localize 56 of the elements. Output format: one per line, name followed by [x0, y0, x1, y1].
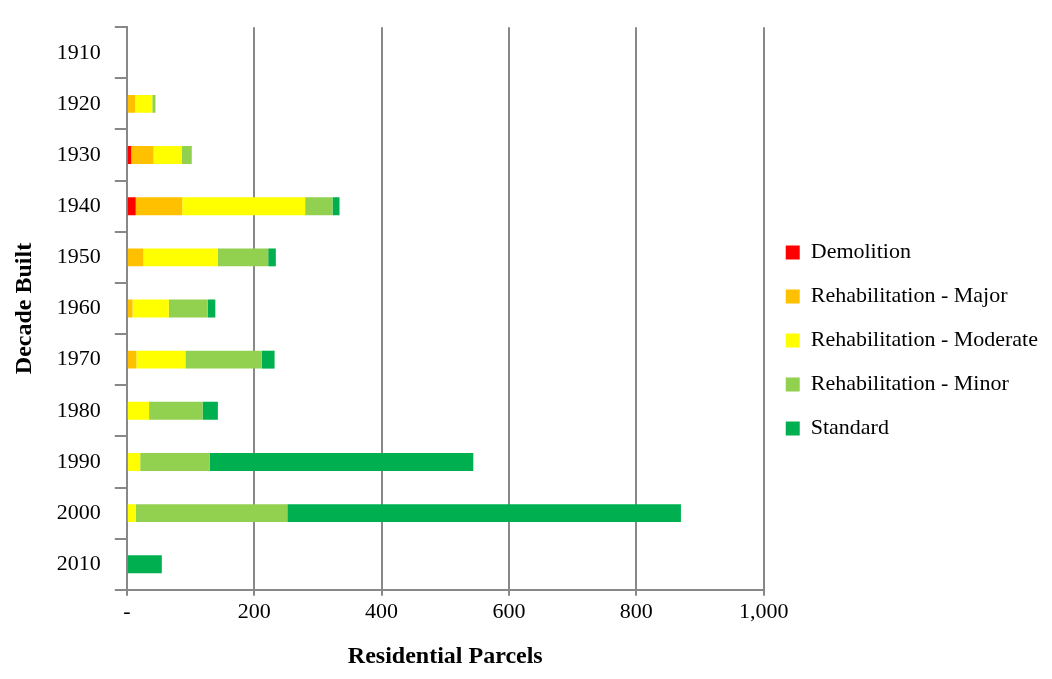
- bar: [127, 555, 162, 574]
- x-axis-title: Residential Parcels: [347, 641, 543, 668]
- legend-label: Rehabilitation - Moderate: [810, 326, 1038, 352]
- bar: [127, 248, 144, 267]
- y-tick-label: 1950: [56, 243, 101, 269]
- bar: [305, 197, 333, 216]
- bar: [135, 504, 288, 523]
- x-tick-label: 200: [237, 597, 271, 623]
- x-tick-label: -: [123, 597, 131, 623]
- y-tick-label: 2000: [56, 498, 101, 524]
- y-tick-label: 1920: [56, 89, 101, 115]
- bar: [168, 299, 208, 318]
- bar: [127, 299, 133, 318]
- bar: [152, 94, 156, 113]
- y-tick-label: 1930: [56, 140, 101, 166]
- bar: [181, 146, 192, 165]
- bar: [209, 452, 474, 471]
- y-tick-label: 1980: [56, 396, 101, 422]
- legend-label: Demolition: [810, 238, 911, 264]
- bar: [261, 350, 275, 369]
- bar: [149, 401, 203, 420]
- y-tick-label: 1970: [56, 345, 101, 371]
- bar: [135, 94, 153, 113]
- x-tick-label: 400: [365, 597, 399, 623]
- y-tick-label: 2010: [56, 550, 101, 576]
- legend-label: Rehabilitation - Major: [810, 282, 1009, 308]
- bar: [128, 452, 141, 471]
- bar: [127, 350, 137, 369]
- bar: [135, 197, 183, 216]
- bar: [131, 146, 154, 165]
- bar: [136, 350, 186, 369]
- bar: [127, 197, 136, 216]
- bar: [217, 248, 269, 267]
- y-tick-label: 1910: [56, 38, 101, 64]
- bar: [140, 452, 210, 471]
- bar: [143, 248, 218, 267]
- y-tick-label: 1940: [56, 191, 101, 217]
- y-axis-title: Decade Built: [9, 242, 36, 375]
- bar: [153, 146, 182, 165]
- legend-label: Standard: [810, 414, 889, 440]
- bar: [127, 94, 136, 113]
- x-tick-label: 800: [619, 597, 653, 623]
- bar: [268, 248, 276, 267]
- legend-label: Rehabilitation - Minor: [810, 370, 1010, 396]
- x-tick-label: 1,000: [738, 597, 789, 623]
- bar: [127, 504, 136, 523]
- y-tick-label: 1990: [56, 447, 101, 473]
- bar: [332, 197, 340, 216]
- bar: [132, 299, 169, 318]
- bar: [202, 401, 218, 420]
- bar: [127, 401, 150, 420]
- bar: [182, 197, 306, 216]
- y-tick-label: 1960: [56, 294, 101, 320]
- bar: [287, 504, 681, 523]
- bar: [185, 350, 262, 369]
- x-tick-label: 600: [492, 597, 526, 623]
